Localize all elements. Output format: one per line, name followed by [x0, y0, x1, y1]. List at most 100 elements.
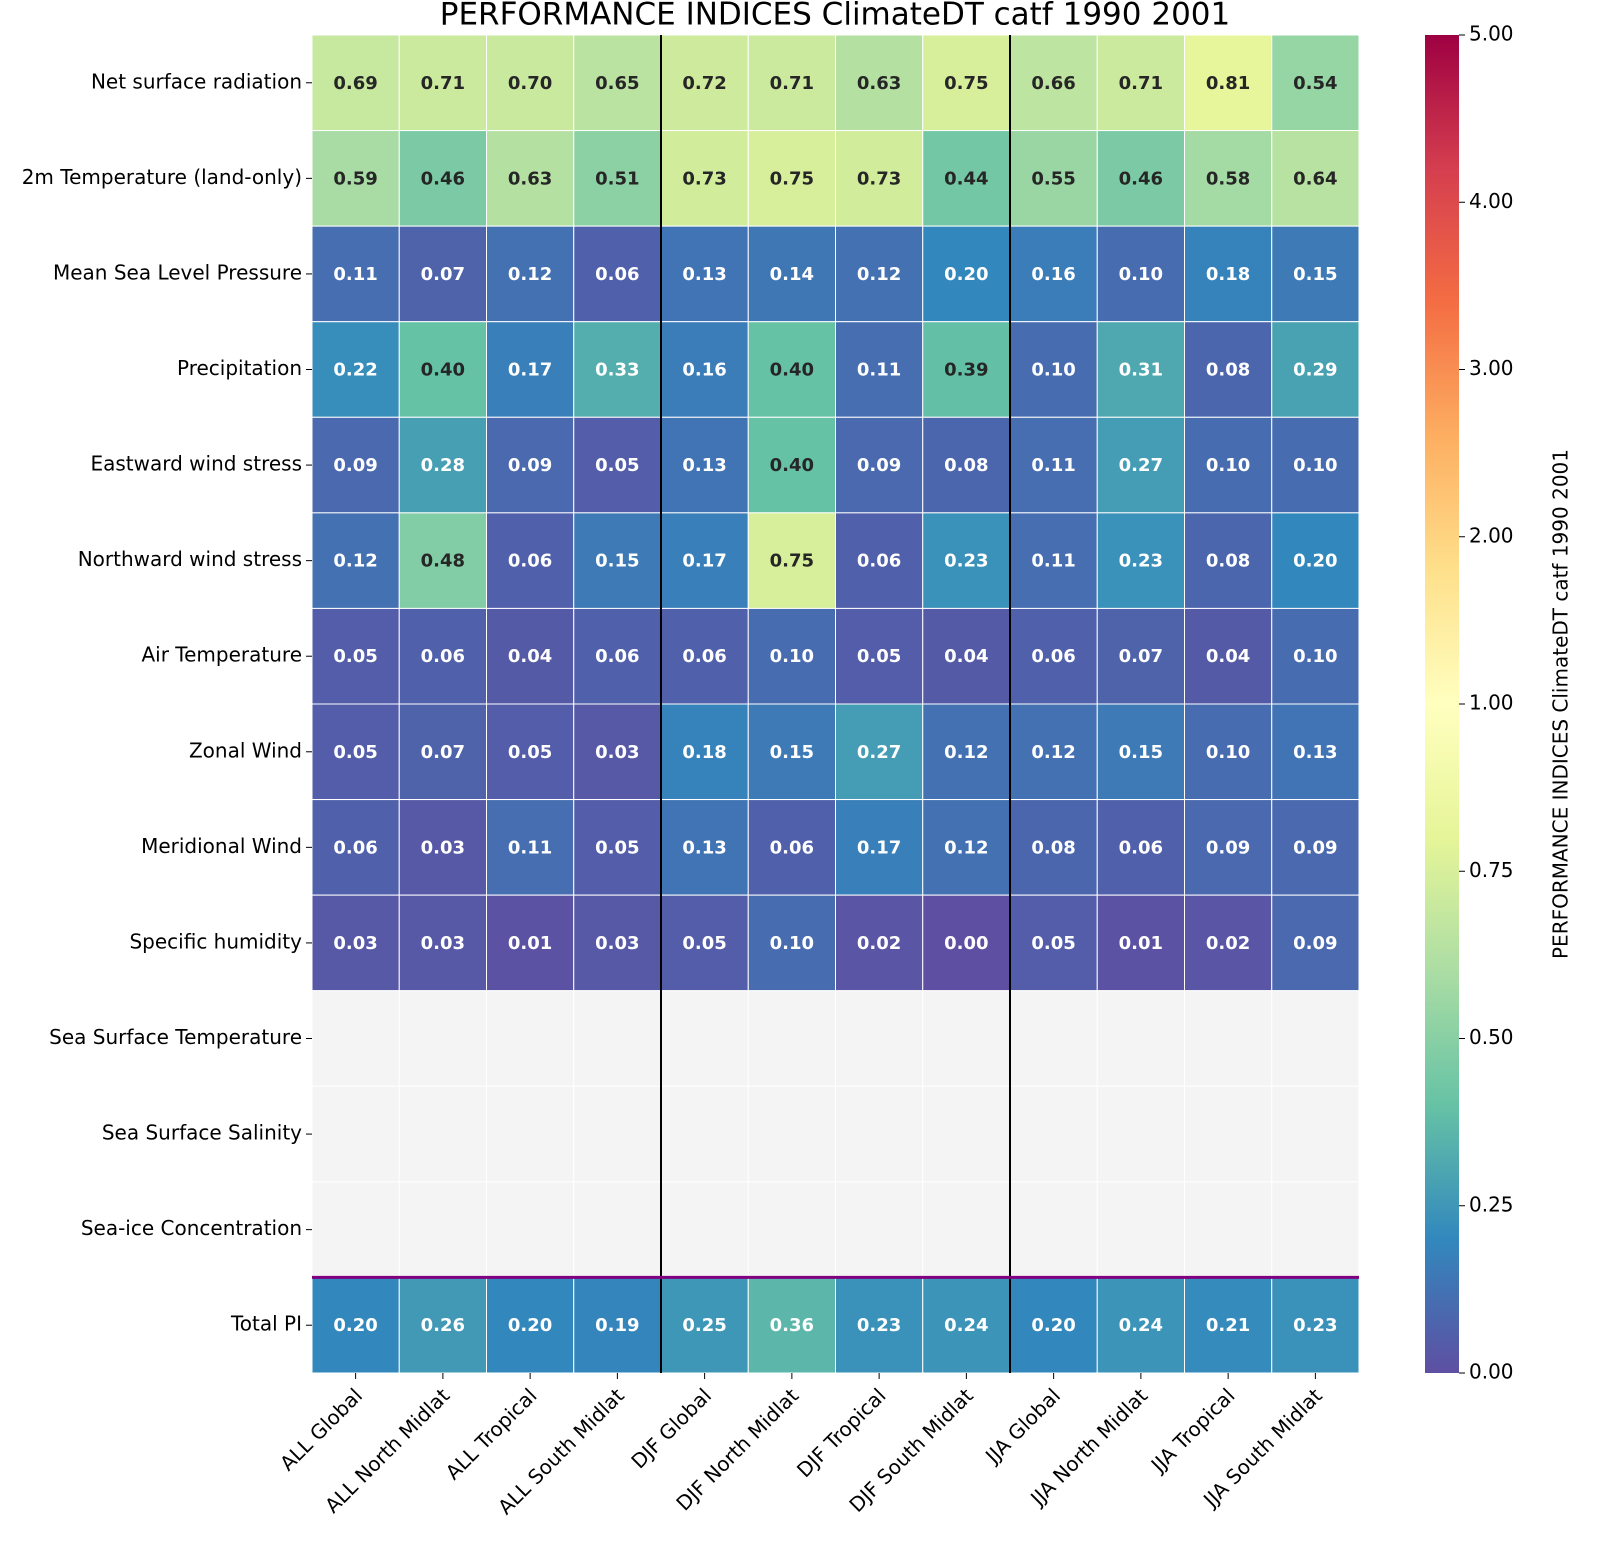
missing-cell [1009, 990, 1098, 1087]
cell-label: 0.71 [1119, 73, 1163, 94]
y-tick-label: Sea Surface Temperature [49, 1025, 302, 1049]
cell [398, 130, 487, 227]
cell [1271, 703, 1360, 801]
missing-cell [747, 1181, 836, 1278]
cell [311, 1276, 400, 1374]
cell [1096, 130, 1185, 227]
cell [1271, 512, 1360, 609]
cell [1271, 130, 1360, 227]
cell-label: 0.05 [682, 933, 726, 954]
cell [398, 416, 487, 514]
cell [1271, 1276, 1360, 1374]
cell [660, 1276, 749, 1374]
y-tick-label: Sea-ice Concentration [81, 1216, 302, 1240]
y-tick-label: Meridional Wind [141, 834, 302, 858]
y-tick-label: Sea Surface Salinity [102, 1121, 302, 1145]
missing-cell [1096, 1085, 1185, 1183]
cell-label: 0.01 [1119, 933, 1163, 954]
cell-label: 0.81 [1206, 73, 1250, 94]
cell [1096, 799, 1185, 896]
cell-label: 0.28 [421, 455, 465, 476]
cell [311, 34, 400, 132]
cell-label: 0.09 [1206, 837, 1250, 858]
cell-label: 0.11 [333, 264, 377, 285]
cell [1096, 512, 1185, 609]
cell-label: 0.18 [682, 742, 726, 763]
cell-label: 0.09 [1293, 837, 1337, 858]
cell-label: 0.11 [1031, 455, 1075, 476]
cell-label: 0.05 [1031, 933, 1075, 954]
cell-label: 0.20 [333, 1315, 377, 1336]
cell-label: 0.58 [1206, 168, 1250, 189]
missing-cell [660, 990, 749, 1087]
missing-cell [1184, 990, 1273, 1087]
cell-label: 0.05 [857, 646, 901, 667]
cell [835, 894, 924, 992]
x-tick-label: DJF Global [626, 1383, 716, 1473]
cell [1184, 703, 1273, 801]
cell-label: 0.16 [682, 360, 726, 381]
cell [835, 703, 924, 801]
cell-label: 0.69 [333, 73, 377, 94]
x-tick-label: ALL Global [275, 1383, 367, 1475]
cell [1096, 1276, 1185, 1374]
cell-label: 0.16 [1031, 264, 1075, 285]
cell-label: 0.23 [1293, 1315, 1337, 1336]
cell [835, 321, 924, 418]
cell-label: 0.13 [1293, 742, 1337, 763]
cell-label: 0.06 [421, 646, 465, 667]
cell [660, 225, 749, 323]
cell [835, 607, 924, 705]
y-tick-label: Specific humidity [129, 929, 302, 953]
cell [747, 799, 836, 896]
colorbar-tick-label: 4.00 [1469, 189, 1514, 213]
cell-label: 0.11 [1031, 551, 1075, 572]
cell [486, 607, 575, 705]
cell [660, 607, 749, 705]
cell-label: 0.59 [333, 168, 377, 189]
cell-label: 0.12 [1031, 742, 1075, 763]
cell-label: 0.02 [857, 933, 901, 954]
cell [747, 34, 836, 132]
missing-cell [922, 1181, 1011, 1278]
cell-label: 0.71 [421, 73, 465, 94]
cell-label: 0.11 [508, 837, 552, 858]
cell-label: 0.54 [1293, 73, 1337, 94]
cell [573, 34, 662, 132]
cell-label: 0.05 [508, 742, 552, 763]
cell-label: 0.06 [595, 646, 639, 667]
cell-label: 0.04 [508, 646, 552, 667]
colorbar-tick-label: 2.00 [1469, 523, 1514, 547]
cell [573, 799, 662, 896]
cell [311, 703, 400, 801]
cell-label: 0.65 [595, 73, 639, 94]
cell [660, 703, 749, 801]
missing-cell [311, 1181, 400, 1278]
cell-label: 0.10 [1206, 742, 1250, 763]
cell-label: 0.03 [421, 933, 465, 954]
cell-label: 0.25 [682, 1315, 726, 1336]
colorbar-tick-label: 0.75 [1469, 858, 1514, 882]
cell [1096, 607, 1185, 705]
cell-label: 0.09 [857, 455, 901, 476]
missing-cell [922, 990, 1011, 1087]
cell-label: 0.17 [682, 551, 726, 572]
cell [1096, 34, 1185, 132]
cell [922, 512, 1011, 609]
cell-label: 0.06 [333, 837, 377, 858]
cell-label: 0.51 [595, 168, 639, 189]
cell [1271, 34, 1360, 132]
cell [747, 607, 836, 705]
cell [922, 799, 1011, 896]
cell-label: 0.17 [508, 360, 552, 381]
cell-label: 0.10 [1206, 455, 1250, 476]
y-tick-label: Northward wind stress [78, 547, 302, 571]
cell [1096, 703, 1185, 801]
cell-label: 0.19 [595, 1315, 639, 1336]
missing-cell [311, 990, 400, 1087]
cell-label: 0.13 [682, 837, 726, 858]
cell-label: 0.63 [508, 168, 552, 189]
missing-cell [311, 1085, 400, 1183]
cell-label: 0.12 [333, 551, 377, 572]
cell-label: 0.07 [1119, 646, 1163, 667]
